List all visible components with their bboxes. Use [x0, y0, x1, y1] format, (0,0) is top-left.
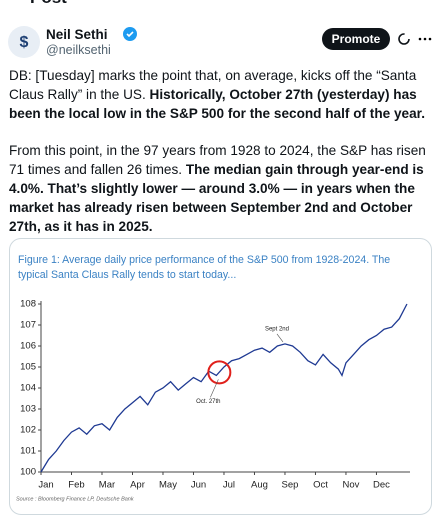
annotation-leader [276, 333, 284, 343]
annotation: Oct. 27th [196, 399, 220, 405]
paragraph: From this point, in the 97 years from 19… [9, 141, 433, 236]
x-tick-label: Sep [282, 480, 299, 491]
x-tick-label: Jan [38, 480, 53, 491]
y-tick-label: 100 [20, 467, 36, 478]
promote-button[interactable]: Promote [322, 28, 390, 50]
text-segment: Historically, October 27th (yesterday) h… [9, 87, 425, 121]
text-segment: DB: [Tuesday] marks the point that, on a… [9, 68, 417, 102]
text-segment: The median gain through year-end is 4.0%… [9, 162, 424, 234]
author-name[interactable]: Neil Sethi [46, 27, 108, 42]
paragraph: DB: [Tuesday] marks the point that, on a… [9, 66, 433, 123]
chart: 100 101 102 103 104 105 106 107 108 Jan Feb Mar Apr M… [16, 299, 410, 502]
icons[interactable] [396, 31, 436, 47]
y-tick-label: 105 [20, 362, 36, 373]
x-tick-label: Feb [68, 480, 84, 491]
svg-text:$: $ [20, 34, 29, 51]
y-tick-label: 107 [20, 320, 36, 331]
x-tick-label: Aug [251, 480, 268, 491]
x-tick-label: Jun [191, 480, 206, 491]
y-tick-label: 106 [20, 341, 36, 352]
y-tick-label: 102 [20, 425, 36, 436]
data-line [40, 303, 408, 473]
post-text: DB: [Tuesday] marks the point that, on a… [9, 66, 433, 254]
y-tick-label: 108 [20, 299, 36, 310]
annotation-leader [210, 379, 219, 398]
avatar[interactable]: $ [8, 26, 40, 58]
chart-title: Figure 1: Average daily price performanc… [18, 254, 391, 281]
y-tick-label: 101 [20, 446, 36, 457]
y-tick-label: 103 [20, 404, 36, 415]
chart-card[interactable]: Figure 1: Average daily price performanc… [9, 238, 432, 515]
x-tick-label: Apr [130, 480, 145, 491]
annotation: Sept 2nd [265, 326, 289, 332]
header-title: Post [30, 0, 67, 8]
verified-badge [123, 27, 137, 41]
x-tick-label: Jul [223, 480, 235, 491]
y-tick-label: 104 [20, 383, 36, 394]
x-tick-label: May [159, 480, 177, 491]
x-tick-label: Nov [343, 480, 360, 491]
x-tick-label: Oct [313, 480, 328, 491]
text-segment: From this point, in the 97 years from 19… [9, 143, 426, 177]
highlight-circle [207, 360, 232, 385]
x-tick-label: Dec [373, 480, 390, 491]
author-handle[interactable]: @neilksethi [46, 43, 111, 57]
chart-source: Source : Bloomberg Finance LP, Deutsche … [16, 496, 134, 502]
x-tick-label: Mar [99, 480, 115, 491]
